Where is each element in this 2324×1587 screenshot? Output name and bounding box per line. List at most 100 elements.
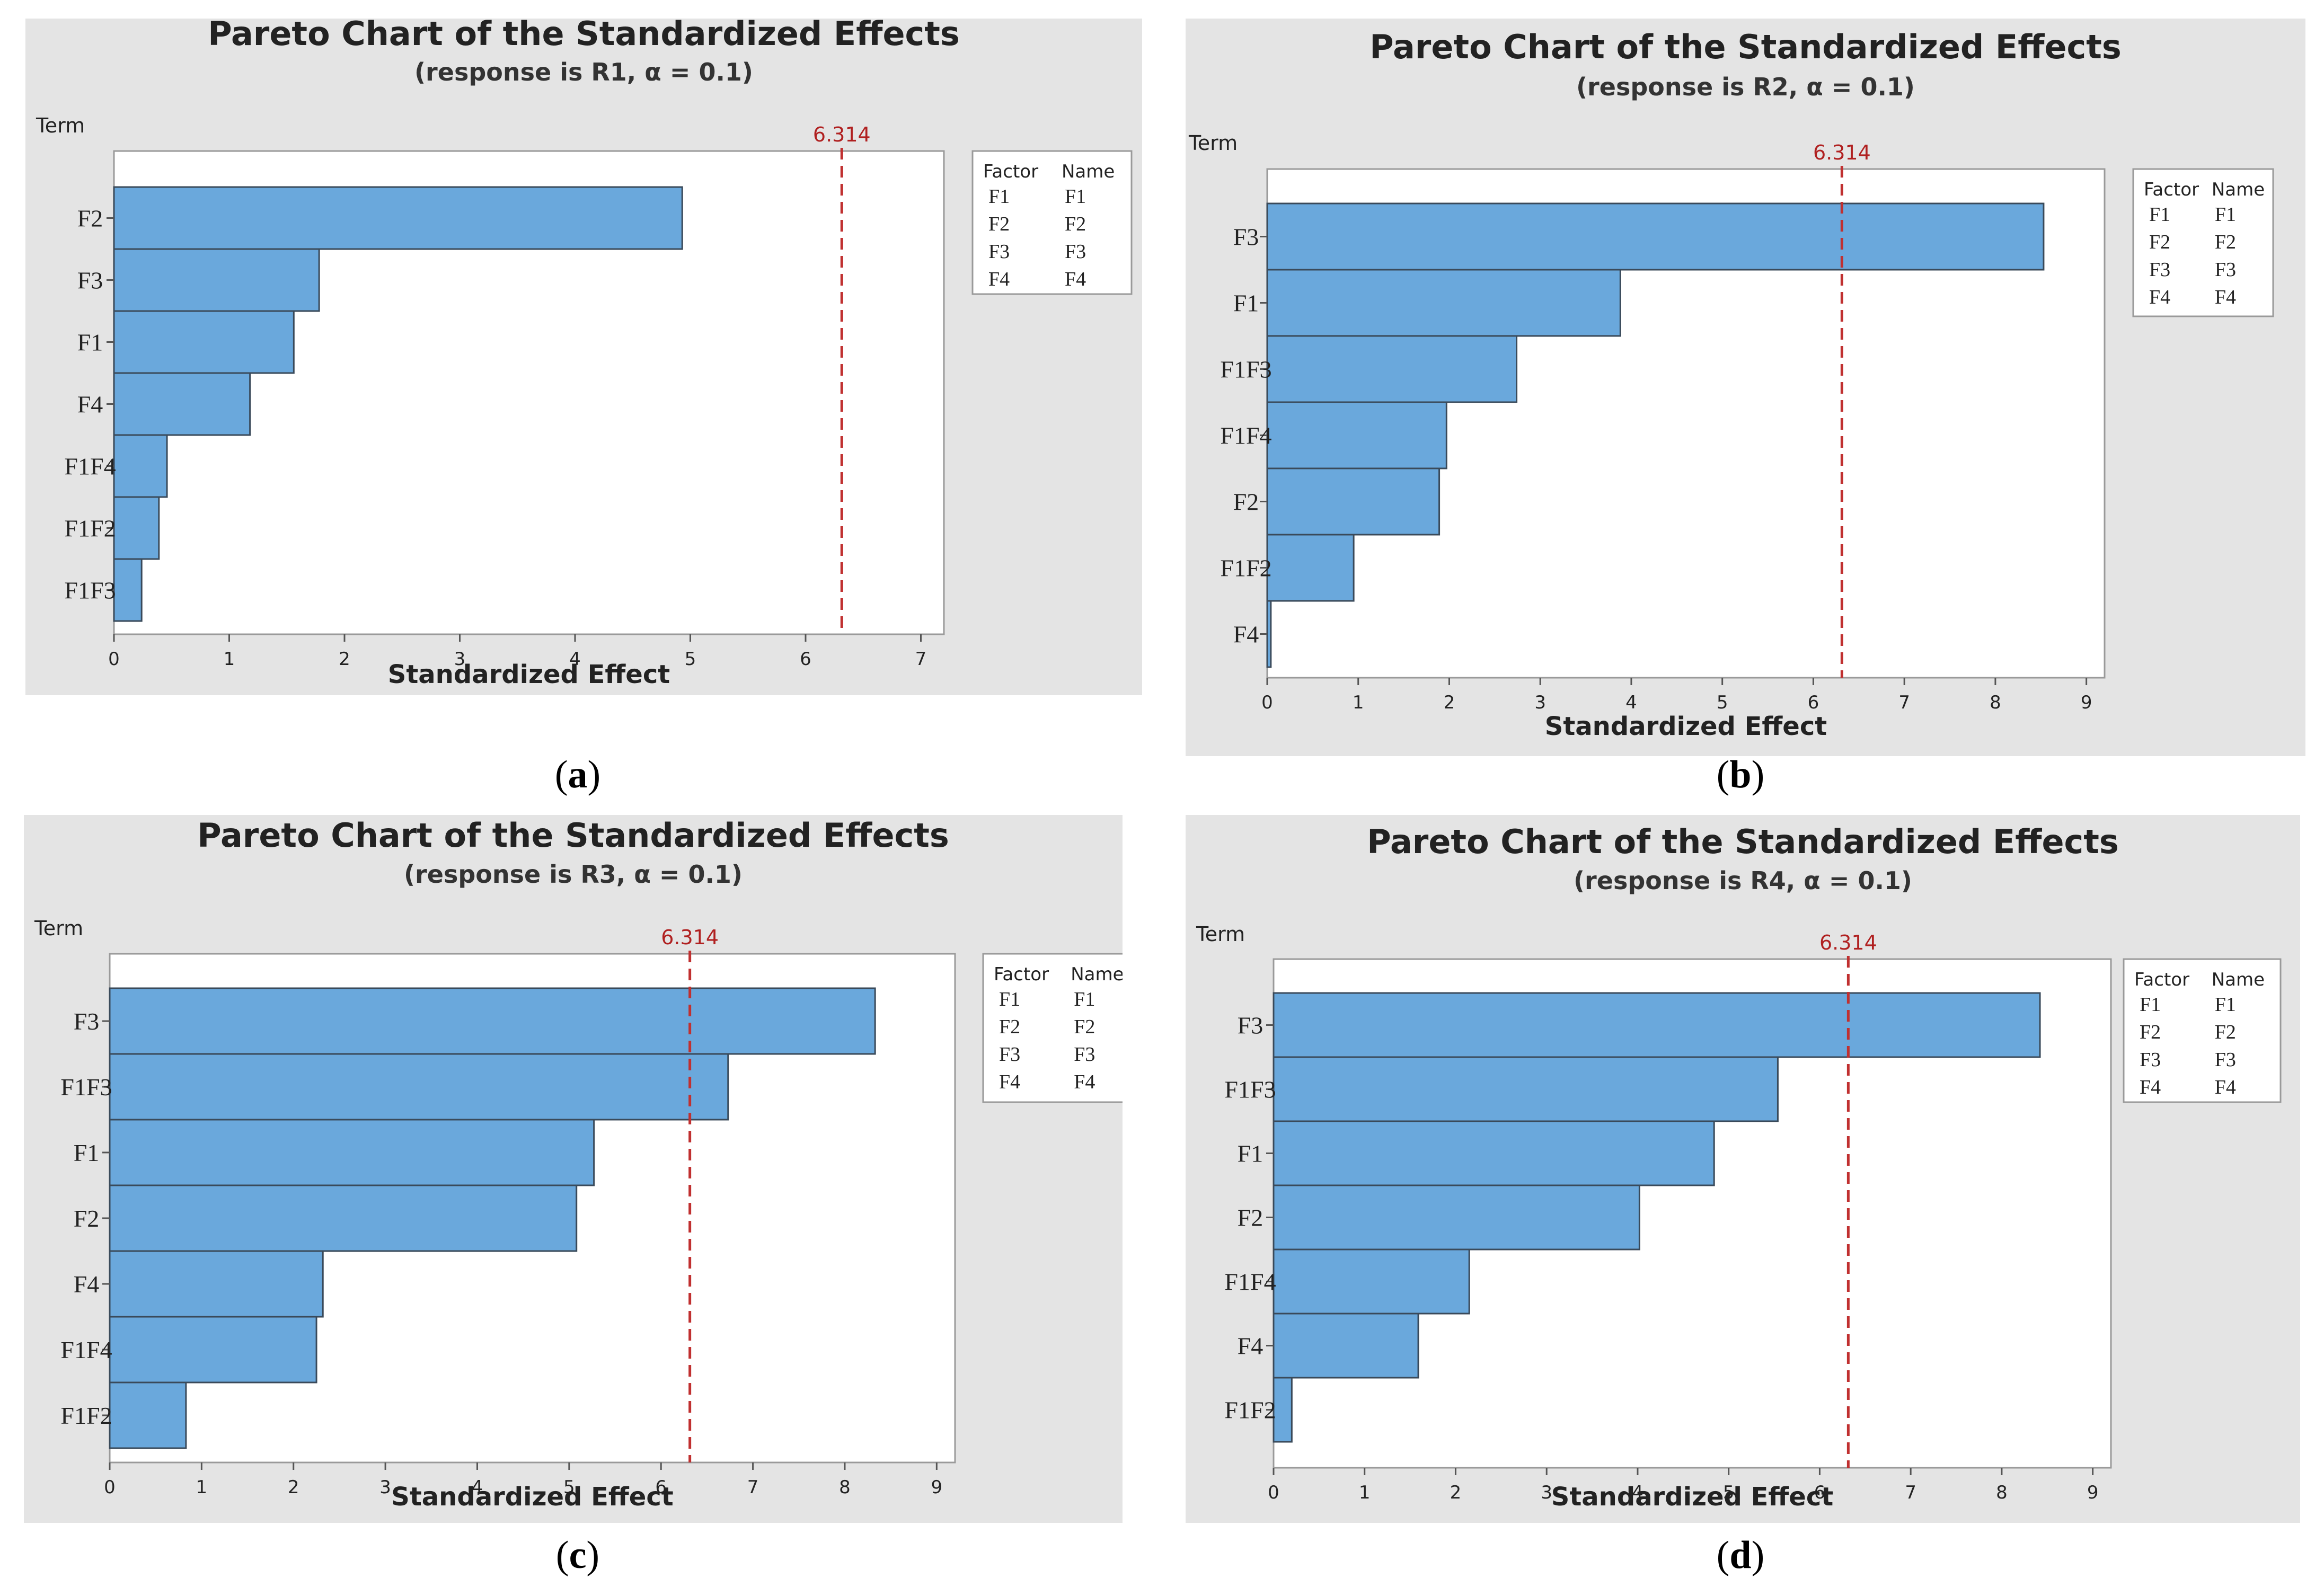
legend-factor: F2 [2149,231,2170,253]
chart-panel-b: Pareto Chart of the Standardized Effects… [1186,19,2305,756]
x-tick-label: 7 [747,1477,759,1498]
legend-header-factor: Factor [2144,179,2199,200]
legend-name: F1 [2215,994,2236,1016]
legend-factor: F2 [999,1016,1020,1038]
x-tick-label: 6 [1808,692,1819,713]
y-axis-label: Term [34,917,83,940]
legend-name: F4 [2215,286,2236,308]
legend-name: F2 [1074,1016,1095,1038]
bar-f1f4 [109,1316,317,1384]
category-label: F1 [74,1139,100,1166]
category-label: F4 [1233,621,1259,648]
x-axis-label: Standardized Effect [1545,712,1827,741]
x-axis-label: Standardized Effect [1551,1482,1834,1512]
x-tick-label: 1 [1359,1482,1371,1503]
x-axis-label: Standardized Effect [391,1482,674,1512]
x-tick-label: 7 [1905,1482,1916,1503]
legend-name: F1 [1074,988,1095,1010]
bar-f1f2 [1266,534,1355,602]
x-tick-label: 1 [224,649,235,670]
legend-factor: F3 [2140,1049,2161,1071]
category-label: F1F3 [60,1074,112,1101]
category-label: F4 [74,1271,100,1298]
category-label: F1F2 [60,1402,112,1429]
x-tick-label: 3 [379,1477,391,1498]
legend-box [971,150,1133,295]
reference-line-label: 6.314 [813,123,871,146]
x-tick-label: 6 [1814,1482,1826,1503]
bar-f3 [113,248,320,312]
x-tick-label: 5 [685,649,696,670]
category-label: F2 [1233,489,1259,516]
bar-f4 [109,1250,324,1318]
category-label: F1F2 [1220,555,1271,582]
legend-name: F2 [2215,1021,2236,1043]
x-tick-label: 9 [931,1477,943,1498]
category-label: F1F4 [60,1336,112,1363]
caption-b: (b) [1716,753,1765,796]
chart-panel-c: Pareto Chart of the Standardized Effects… [24,815,1123,1523]
legend-factor: F3 [999,1043,1020,1066]
x-tick-label: 6 [655,1477,667,1498]
x-tick-label: 3 [1541,1482,1552,1503]
x-tick-label: 9 [2081,692,2092,713]
bar-f3 [109,987,876,1055]
pareto-chart-a: Pareto Chart of the Standardized Effects… [36,19,1133,689]
legend-factor: F2 [2140,1021,2161,1043]
category-label: F1F4 [1220,422,1271,449]
bar-f1f4 [1266,401,1447,469]
x-tick-label: 0 [104,1477,116,1498]
chart-title: Pareto Chart of the Standardized Effects [1369,28,2122,66]
x-tick-label: 3 [1534,692,1546,713]
category-label: F1F3 [1220,356,1271,383]
legend-name: F4 [2215,1076,2236,1098]
x-tick-label: 5 [1723,1482,1735,1503]
y-axis-label: Term [1196,923,1245,946]
x-tick-label: 4 [1632,1482,1643,1503]
category-label: F4 [77,391,103,418]
legend-box [2123,958,2282,1103]
legend-factor: F3 [2149,259,2170,281]
x-tick-label: 4 [569,649,581,670]
legend-box [982,953,1123,1103]
chart-panel-d: Pareto Chart of the Standardized Effects… [1186,815,2300,1523]
legend-header-factor: Factor [983,161,1038,182]
legend-header-name: Name [1062,161,1115,182]
bar-f1 [113,310,295,374]
bar-f1 [109,1119,595,1186]
x-tick-label: 3 [454,649,466,670]
legend-name: F1 [2215,203,2236,226]
legend-name: F1 [1065,185,1086,208]
legend-factor: F4 [988,268,1010,290]
bar-f1f4 [1273,1248,1470,1315]
legend-factor: F1 [999,988,1020,1010]
bar-f2 [1273,1184,1640,1251]
x-tick-label: 2 [339,649,350,670]
x-tick-label: 0 [1261,692,1273,713]
bar-f1 [1266,269,1621,337]
chart-subtitle: (response is R1, α = 0.1) [414,58,753,86]
chart-title: Pareto Chart of the Standardized Effects [208,19,960,53]
legend-header-name: Name [1071,964,1123,985]
x-tick-label: 4 [1625,692,1637,713]
bar-f1f2 [1273,1377,1293,1443]
legend-name: F3 [2215,259,2236,281]
category-label: F1F3 [1224,1076,1276,1103]
category-label: F1 [1238,1140,1263,1167]
legend-header-factor: Factor [994,964,1049,985]
x-tick-label: 5 [1717,692,1728,713]
bar-f4 [1266,600,1272,668]
x-tick-label: 5 [563,1477,575,1498]
chart-title: Pareto Chart of the Standardized Effects [197,816,949,855]
x-tick-label: 6 [800,649,811,670]
x-tick-label: 8 [1990,692,2001,713]
bar-f1f3 [1266,335,1518,403]
bar-f2 [109,1184,578,1252]
bar-f1f2 [113,496,160,560]
chart-panel-a: Pareto Chart of the Standardized Effects… [25,19,1142,695]
x-tick-label: 7 [1898,692,1910,713]
category-label: F3 [74,1008,100,1035]
bar-f3 [1273,992,2041,1058]
legend-factor: F1 [988,185,1010,208]
x-tick-label: 4 [472,1477,483,1498]
